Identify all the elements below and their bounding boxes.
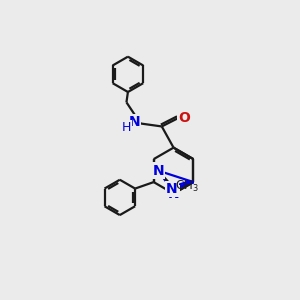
Text: N: N: [128, 115, 140, 129]
Text: N: N: [168, 187, 179, 201]
Text: O: O: [178, 111, 190, 125]
Text: CH$_3$: CH$_3$: [175, 179, 199, 194]
Text: H: H: [122, 121, 131, 134]
Text: N: N: [166, 182, 177, 196]
Text: N: N: [152, 164, 164, 178]
